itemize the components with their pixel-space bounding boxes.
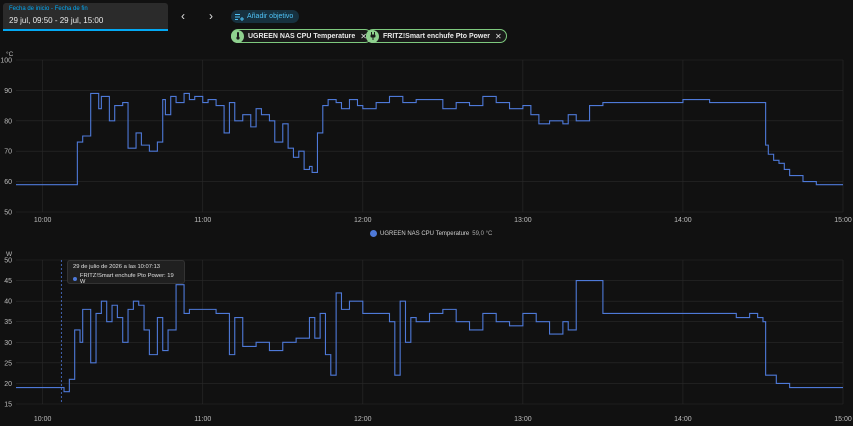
y-tick-label: 35: [4, 319, 12, 326]
y-tick-label: 90: [4, 88, 12, 95]
target-chip-label: UGREEN NAS CPU Temperature: [248, 32, 356, 40]
x-tick-label: 10:00: [34, 416, 52, 423]
y-axis-unit: W: [6, 251, 13, 258]
tooltip-title: 29 de julio de 2026 a las 10:07:13: [73, 264, 161, 270]
y-tick-label: 70: [4, 149, 12, 156]
series-line: [16, 92, 843, 186]
date-range-picker[interactable]: Fecha de inicio - Fecha de fin 29 jul, 0…: [3, 3, 168, 31]
y-tick-label: 50: [4, 258, 12, 265]
plug-icon: [366, 29, 379, 43]
x-tick-label: 10:00: [34, 217, 52, 224]
legend-series-name: UGREEN NAS CPU Temperature: [380, 230, 470, 237]
x-tick-label: 12:00: [354, 416, 372, 423]
playlist-plus-icon: [235, 13, 244, 21]
y-tick-label: 80: [4, 118, 12, 125]
x-tick-label: 15:00: [834, 416, 852, 423]
next-period-button[interactable]: ›: [204, 9, 218, 23]
target-chip-cpu-temperature[interactable]: UGREEN NAS CPU Temperature ✕: [231, 29, 372, 43]
y-tick-label: 100: [0, 58, 12, 65]
previous-period-button[interactable]: ‹: [176, 9, 190, 23]
x-tick-label: 11:00: [194, 416, 211, 423]
chevron-left-icon: ‹: [181, 9, 185, 23]
y-tick-label: 45: [4, 278, 12, 285]
y-tick-label: 40: [4, 299, 12, 306]
x-tick-label: 15:00: [834, 217, 852, 224]
legend-series-marker: [370, 230, 377, 237]
x-tick-label: 14:00: [674, 217, 692, 224]
thermometer-icon: [231, 29, 244, 43]
close-icon[interactable]: ✕: [360, 31, 367, 41]
date-range-label: Fecha de inicio - Fecha de fin: [9, 6, 88, 12]
x-tick-label: 11:00: [194, 217, 211, 224]
y-tick-label: 15: [4, 402, 12, 409]
add-target-label: Añadir objetivo: [247, 13, 294, 20]
x-tick-label: 13:00: [514, 217, 532, 224]
temperature-chart[interactable]: °C 50 60 70 80 90 100 10:00 11:00 12:00 13:00 14:00…: [0, 48, 853, 228]
chart-tooltip: 29 de julio de 2026 a las 10:07:13 FRITZ…: [67, 260, 185, 285]
y-tick-label: 25: [4, 360, 12, 367]
tooltip-text: FRITZ!Smart enchufe Pto Power: 19 W: [79, 273, 174, 285]
target-chip-label: FRITZ!Smart enchufe Pto Power: [383, 32, 490, 40]
date-range-value: 29 jul, 09:50 - 29 jul, 15:00: [9, 16, 104, 25]
legend-series-value: 59,0 °C: [472, 230, 493, 237]
tooltip-series-marker: [73, 277, 77, 281]
x-tick-label: 14:00: [674, 416, 692, 423]
x-tick-label: 12:00: [354, 217, 372, 224]
x-tick-label: 13:00: [514, 416, 532, 423]
y-tick-label: 30: [4, 340, 12, 347]
y-tick-label: 60: [4, 179, 12, 186]
chevron-right-icon: ›: [209, 9, 213, 23]
chart-legend[interactable]: UGREEN NAS CPU Temperature 59,0 °C: [370, 230, 492, 237]
close-icon[interactable]: ✕: [494, 31, 502, 41]
y-tick-label: 20: [4, 381, 12, 388]
add-target-button[interactable]: Añadir objetivo: [231, 10, 300, 23]
y-axis-unit: °C: [6, 50, 14, 58]
series-line: [16, 280, 843, 393]
target-chip-power[interactable]: FRITZ!Smart enchufe Pto Power ✕: [366, 29, 507, 43]
y-tick-label: 50: [4, 210, 12, 217]
